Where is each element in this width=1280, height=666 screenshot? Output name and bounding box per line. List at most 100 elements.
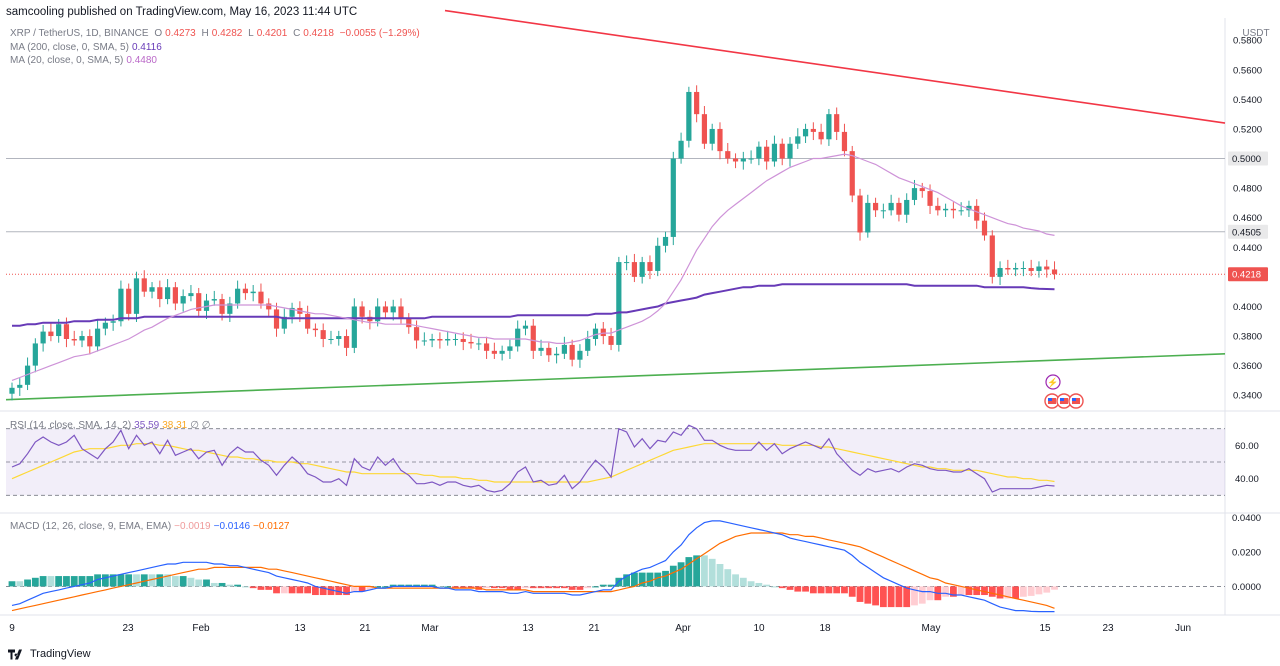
candle-body (312, 328, 319, 331)
macd-histogram-bar (716, 564, 724, 587)
candle-body (670, 158, 676, 237)
candle-body (748, 158, 754, 160)
candle-body (413, 327, 420, 341)
candle-body (631, 262, 637, 277)
macd-histogram-bar (319, 586, 327, 596)
macd-histogram-bar (584, 586, 592, 589)
candle-body (577, 350, 583, 360)
macd-histogram-bar (973, 586, 981, 596)
macd-histogram-bar (747, 581, 755, 587)
high-label: H (201, 28, 209, 39)
macd-histogram-bar (420, 584, 428, 587)
x-tick-label: Apr (675, 623, 691, 634)
candle-body (359, 306, 365, 317)
macd-histogram-bar (560, 586, 568, 589)
rsi-tick-label: 40.00 (1235, 474, 1259, 485)
candle-body (561, 344, 567, 354)
macd-histogram-bar (685, 557, 693, 587)
symbol-label: XRP / TetherUS, 1D, BINANCE (10, 28, 149, 39)
candle-body (826, 114, 832, 140)
candle-body (608, 336, 614, 345)
macd-histogram-bar (86, 576, 94, 587)
y-tick-label: 0.5800 (1233, 36, 1262, 47)
macd-histogram-bar (701, 555, 708, 587)
candle-body (1051, 269, 1058, 275)
macd-histogram-bar (16, 581, 24, 587)
y-tick-label: 0.4400 (1233, 243, 1262, 254)
macd-histogram-bar (825, 586, 833, 594)
macd-histogram-bar (47, 576, 55, 587)
candle-body (126, 288, 132, 314)
candle-body (110, 321, 116, 323)
candle-body (281, 316, 287, 329)
level-tag (1228, 224, 1268, 239)
candle-body (235, 288, 241, 304)
macd-histogram-bar (856, 586, 864, 602)
macd-histogram-bar (739, 577, 747, 587)
macd-histogram-bar (156, 574, 164, 587)
candle-body (273, 309, 280, 329)
candle-body (79, 336, 85, 341)
macd-histogram-bar (646, 572, 654, 587)
candle-body (974, 205, 980, 221)
macd-histogram-bar (109, 574, 117, 587)
close-value: 0.4218 (303, 28, 334, 39)
macd-histogram-bar (903, 586, 911, 608)
macd-histogram-bar (8, 581, 16, 587)
macd-tick-label: 0.0200 (1232, 547, 1261, 558)
macd-histogram-bar (459, 586, 467, 589)
macd-histogram-bar (778, 586, 786, 589)
candle-body (149, 287, 155, 292)
candle-body (802, 128, 809, 137)
macd-histogram-bar (444, 586, 452, 588)
macd-histogram-bar (327, 586, 335, 596)
macd-histogram-bar (358, 586, 366, 592)
candle-body (87, 336, 93, 347)
candle-body (989, 235, 995, 277)
level-tag (1228, 151, 1268, 166)
macd-histogram-bar (724, 569, 732, 587)
candle-body (258, 291, 264, 304)
macd-histogram-bar (957, 586, 965, 596)
y-tick-label: 0.4800 (1233, 184, 1262, 195)
change-value: −0.0055 (−1.29%) (339, 28, 420, 39)
close-label: C (293, 28, 301, 39)
candle-body (888, 202, 894, 211)
macd-histogram-bar (490, 586, 498, 589)
candle-body (406, 318, 412, 328)
macd-line-value: −0.0146 (213, 521, 251, 532)
macd-histogram-bar (242, 586, 249, 588)
macd-histogram-bar (918, 586, 926, 604)
x-tick-label: 13 (522, 623, 534, 634)
macd-histogram-bar (55, 576, 63, 587)
macd-histogram-bar (226, 584, 234, 587)
candle-body (911, 188, 918, 200)
candle-body (764, 146, 770, 162)
candle-body (56, 324, 62, 337)
x-tick-label: 23 (1102, 623, 1114, 634)
macd-histogram-bar (669, 565, 677, 587)
macd-histogram-bar (436, 586, 444, 588)
macd-histogram-bar (63, 576, 70, 587)
x-tick-label: 15 (1039, 623, 1051, 634)
flag-canton (1048, 398, 1052, 401)
macd-histogram-bar (335, 586, 343, 596)
footer-brand[interactable]: TradingView (8, 648, 91, 660)
x-tick-label: 9 (9, 623, 15, 634)
candle-body (188, 293, 194, 297)
x-tick-label: 21 (588, 623, 600, 634)
macd-histogram-bar (288, 586, 296, 594)
macd-histogram-bar (343, 586, 350, 596)
candle-body (919, 188, 925, 192)
ma200-legend: MA (200, close, 0, SMA, 5) 0.4116 (10, 42, 165, 53)
macd-histogram-bar (296, 586, 304, 594)
macd-histogram-bar (529, 586, 537, 589)
candle-body (172, 287, 178, 304)
macd-histogram-bar (350, 586, 358, 592)
candle-body (616, 262, 622, 345)
macd-histogram-bar (210, 582, 218, 587)
macd-histogram-bar (638, 572, 646, 587)
lightning-event-icon (1045, 374, 1061, 390)
candle-body (476, 343, 482, 345)
